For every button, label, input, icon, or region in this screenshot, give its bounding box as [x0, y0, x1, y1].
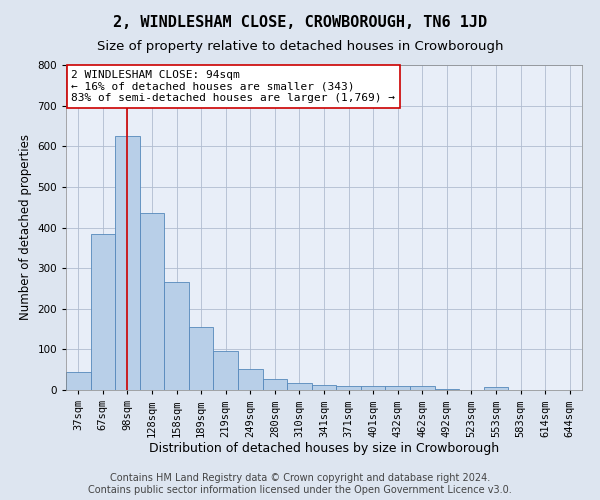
X-axis label: Distribution of detached houses by size in Crowborough: Distribution of detached houses by size …: [149, 442, 499, 455]
Bar: [238, 369, 263, 390]
Bar: [66, 372, 91, 390]
Text: Size of property relative to detached houses in Crowborough: Size of property relative to detached ho…: [97, 40, 503, 53]
Bar: [312, 385, 336, 390]
Text: Contains HM Land Registry data © Crown copyright and database right 2024.
Contai: Contains HM Land Registry data © Crown c…: [88, 474, 512, 495]
Bar: [361, 386, 385, 390]
Bar: [385, 386, 410, 390]
Bar: [484, 387, 508, 390]
Bar: [287, 383, 312, 390]
Bar: [164, 282, 189, 390]
Bar: [214, 352, 238, 390]
Bar: [434, 389, 459, 390]
Bar: [115, 136, 140, 390]
Bar: [91, 234, 115, 390]
Text: 2 WINDLESHAM CLOSE: 94sqm
← 16% of detached houses are smaller (343)
83% of semi: 2 WINDLESHAM CLOSE: 94sqm ← 16% of detac…: [71, 70, 395, 103]
Bar: [410, 386, 434, 390]
Bar: [140, 214, 164, 390]
Bar: [263, 378, 287, 390]
Bar: [336, 386, 361, 390]
Y-axis label: Number of detached properties: Number of detached properties: [19, 134, 32, 320]
Text: 2, WINDLESHAM CLOSE, CROWBOROUGH, TN6 1JD: 2, WINDLESHAM CLOSE, CROWBOROUGH, TN6 1J…: [113, 15, 487, 30]
Bar: [189, 327, 214, 390]
